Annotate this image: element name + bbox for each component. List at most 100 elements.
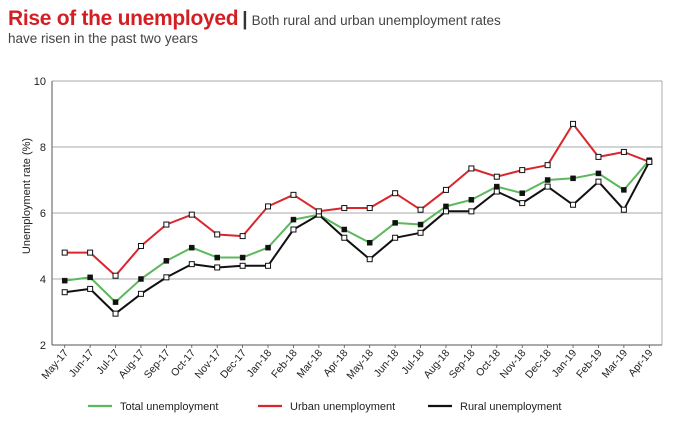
data-point	[519, 167, 526, 174]
data-point	[417, 221, 424, 228]
data-point	[214, 254, 220, 261]
data-point	[214, 264, 221, 271]
series-line	[64, 122, 650, 277]
data-point	[163, 258, 170, 264]
data-point	[392, 220, 398, 226]
data-point	[138, 276, 144, 282]
data-point	[87, 249, 94, 256]
data-point	[341, 205, 348, 212]
chart-header: Rise of the unemployed | Both rural and ur…	[8, 6, 692, 48]
y-tick-label: 6	[40, 208, 46, 220]
x-tick-label: Feb-18	[269, 347, 300, 380]
data-point	[443, 203, 449, 210]
x-tick-label: Sep-18	[447, 347, 478, 381]
data-point	[239, 233, 246, 240]
chart-title: Rise of the unemployed	[8, 7, 239, 30]
data-point	[61, 277, 68, 284]
data-point	[137, 243, 144, 249]
data-point	[468, 165, 475, 172]
data-point	[290, 216, 297, 223]
chart-subtitle-line1: Both rural and urban unemployment rates	[251, 13, 501, 28]
data-point	[468, 208, 475, 215]
data-point	[442, 186, 449, 193]
x-tick-label: Nov-18	[498, 347, 529, 381]
data-point	[417, 229, 424, 236]
y-axis-label: Unemployment rate (%)	[21, 138, 33, 254]
data-point	[544, 162, 551, 169]
data-point	[621, 187, 627, 193]
x-tick-labels: May-17Jun-17Jul-17Aug-17Sep-17Oct-17Nov-…	[39, 347, 655, 382]
data-point	[290, 191, 297, 198]
data-point	[87, 274, 93, 281]
data-point	[468, 197, 475, 203]
chart-subtitle-line2: have risen in the past two years	[8, 31, 198, 47]
data-point	[239, 254, 246, 261]
y-tick-label: 2	[40, 340, 46, 352]
series-markers	[61, 120, 653, 317]
x-tick-label: Mar-19	[600, 347, 631, 380]
series-line	[64, 161, 651, 315]
data-point	[620, 148, 627, 155]
data-point	[570, 175, 576, 182]
data-point	[595, 178, 602, 185]
x-tick-label: Feb-19	[574, 347, 605, 380]
data-point	[112, 310, 119, 317]
x-tick-label: Dec-18	[523, 347, 554, 381]
data-point	[570, 201, 577, 208]
y-tick-label: 10	[34, 76, 46, 88]
data-point	[112, 272, 119, 279]
data-point	[290, 226, 297, 233]
data-point	[112, 299, 119, 305]
x-tick-label: Jan-19	[550, 347, 580, 379]
legend-label: Rural unemployment	[460, 401, 562, 413]
data-point	[417, 206, 424, 213]
x-tick-label: Jan-18	[245, 347, 275, 379]
data-point	[341, 234, 348, 241]
data-point	[392, 190, 399, 197]
legend-label: Urban unemployment	[290, 401, 395, 413]
data-point	[163, 221, 170, 228]
data-point	[265, 203, 272, 210]
x-tick-label: Aug-18	[421, 347, 452, 381]
data-point	[570, 120, 577, 127]
data-point	[265, 244, 271, 251]
y-tick-labels: 2 4 6 8 10	[34, 76, 46, 352]
data-point	[646, 158, 653, 165]
data-point	[188, 211, 195, 218]
legend-label: Total unemployment	[120, 401, 218, 413]
data-point	[620, 206, 627, 213]
data-point	[366, 256, 373, 263]
data-point	[61, 249, 68, 256]
data-point	[544, 183, 551, 190]
chart-legend: Total unemployment Urban unemployment Rura…	[88, 401, 562, 413]
x-tick-label: Mar-18	[295, 347, 326, 380]
x-tick-label: Jun-18	[372, 347, 402, 379]
data-point	[315, 208, 322, 215]
x-tick-label: Apr-19	[626, 347, 656, 379]
data-point	[493, 173, 500, 180]
data-point	[341, 226, 348, 233]
y-tick-label: 8	[40, 142, 46, 154]
data-point	[189, 244, 195, 251]
x-tick-label: May-17	[39, 347, 71, 382]
title-separator: |	[242, 9, 248, 30]
data-point	[239, 262, 246, 269]
data-point	[544, 177, 551, 183]
x-tick-label: Dec-17	[218, 347, 249, 381]
data-point	[442, 208, 449, 215]
data-point	[87, 285, 94, 292]
data-point	[214, 231, 221, 238]
x-tick-label: Sep-17	[142, 347, 173, 381]
data-point	[366, 239, 373, 246]
data-point	[519, 190, 525, 196]
data-point	[519, 200, 526, 207]
chart-grid	[51, 80, 663, 348]
y-tick-label: 4	[40, 274, 46, 286]
data-point	[163, 274, 170, 281]
series-lines	[64, 122, 651, 315]
data-point	[595, 170, 602, 177]
data-point	[595, 153, 602, 160]
x-tick-label: Jun-17	[67, 347, 97, 379]
x-tick-label: May-18	[344, 347, 376, 382]
